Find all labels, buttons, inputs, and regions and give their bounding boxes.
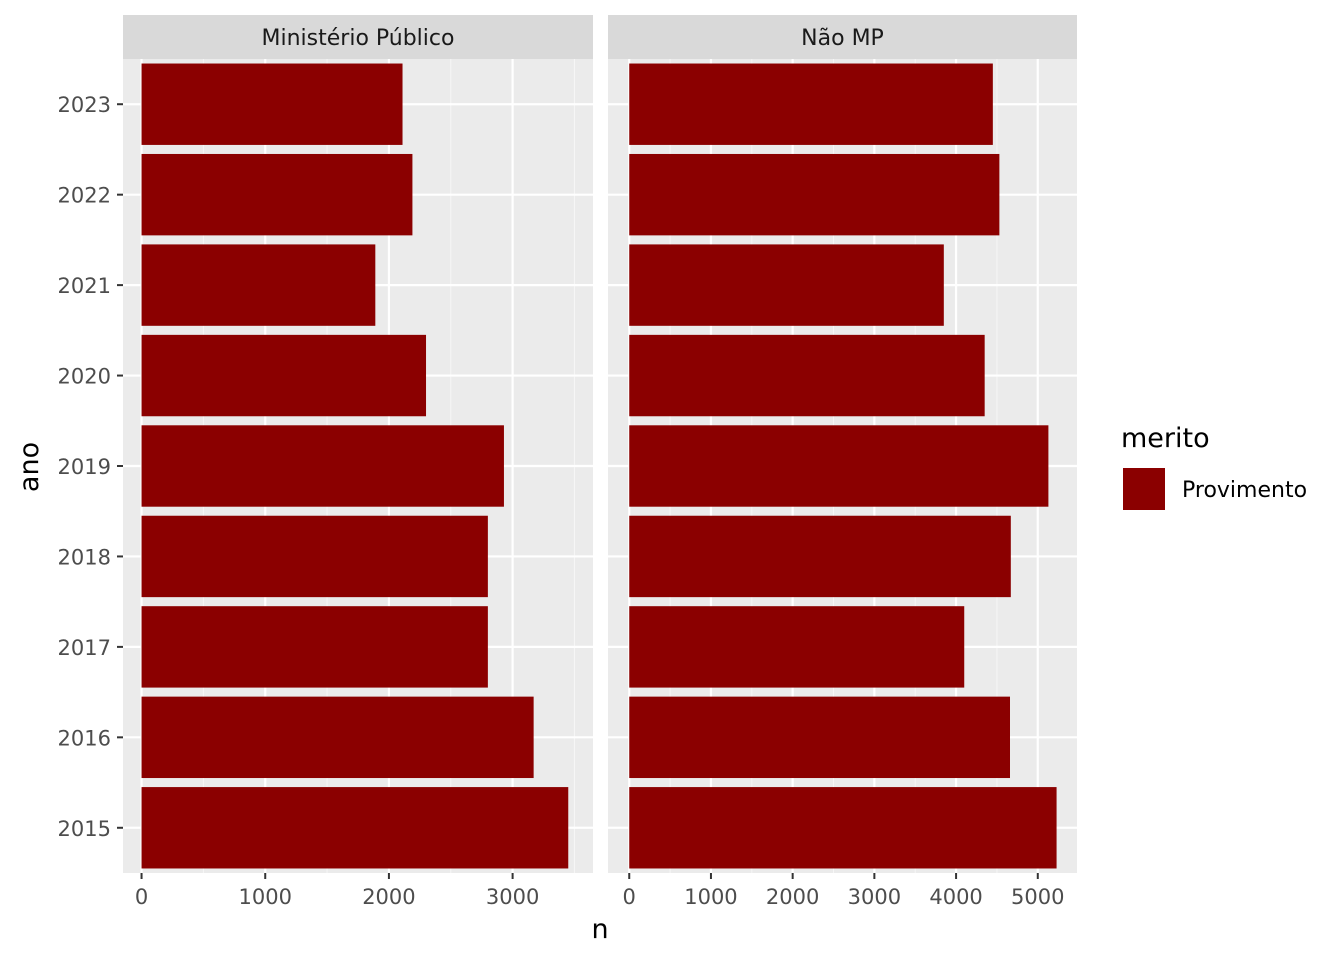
bar-2017 (629, 606, 965, 688)
bar-2023 (629, 63, 993, 145)
panel-1: Ministério Público 0 1000 2000 3000 (123, 15, 593, 909)
y-tick-label: 2022 (58, 184, 111, 208)
chart-panels: Ministério Público 0 1000 2000 3000 Não MP 0 10… (123, 15, 1077, 909)
y-tick-label: 2021 (58, 274, 111, 298)
x-axis-title: n (591, 914, 608, 945)
x-tick-label: 0 (623, 885, 636, 909)
bar-2019 (629, 425, 1049, 507)
legend: merito Provimento (1121, 423, 1307, 510)
y-tick-label: 2020 (58, 365, 111, 389)
y-tick-label: 2016 (58, 726, 111, 750)
y-axis: 2015 2016 2017 2018 2019 2020 2021 2022 2023 (58, 93, 123, 841)
y-tick-label: 2018 (58, 545, 111, 569)
bar-2016 (629, 696, 1010, 779)
y-axis-title: ano (14, 442, 45, 492)
bar-2022 (141, 153, 413, 236)
y-tick-label: 2019 (58, 455, 111, 479)
facet-strip-label: Ministério Público (262, 26, 455, 51)
bar-2021 (141, 244, 376, 326)
facet-strip-label: Não MP (801, 26, 884, 51)
legend-label: Provimento (1182, 478, 1307, 503)
bar-2022 (629, 153, 1000, 236)
y-tick-label: 2017 (58, 636, 111, 660)
bar-2023 (141, 63, 403, 145)
x-tick-label: 2000 (362, 885, 415, 909)
bar-2015 (629, 787, 1057, 869)
facet-strip (608, 15, 1077, 59)
legend-key (1123, 468, 1165, 510)
bar-2016 (141, 696, 534, 779)
bar-2018 (629, 515, 1011, 598)
bar-2017 (141, 606, 488, 688)
legend-title: merito (1121, 423, 1210, 454)
x-tick-label: 1000 (684, 885, 737, 909)
bar-2015 (141, 787, 569, 869)
x-tick-label: 2000 (766, 885, 819, 909)
x-tick-label: 5000 (1011, 885, 1064, 909)
x-tick-label: 3000 (486, 885, 539, 909)
bar-2020 (141, 334, 427, 417)
y-tick-label: 2015 (58, 817, 111, 841)
bar-2018 (141, 515, 488, 598)
x-tick-label: 1000 (239, 885, 292, 909)
bar-2019 (141, 425, 504, 507)
x-tick-label: 3000 (848, 885, 901, 909)
bar-2020 (629, 334, 985, 417)
facet-strip (123, 15, 593, 59)
y-tick-label: 2023 (58, 93, 111, 117)
bar-2021 (629, 244, 944, 326)
x-tick-label: 0 (135, 885, 148, 909)
x-tick-label: 4000 (929, 885, 982, 909)
panel-2: Não MP 0 1000 2000 3000 4000 5000 (608, 15, 1077, 909)
